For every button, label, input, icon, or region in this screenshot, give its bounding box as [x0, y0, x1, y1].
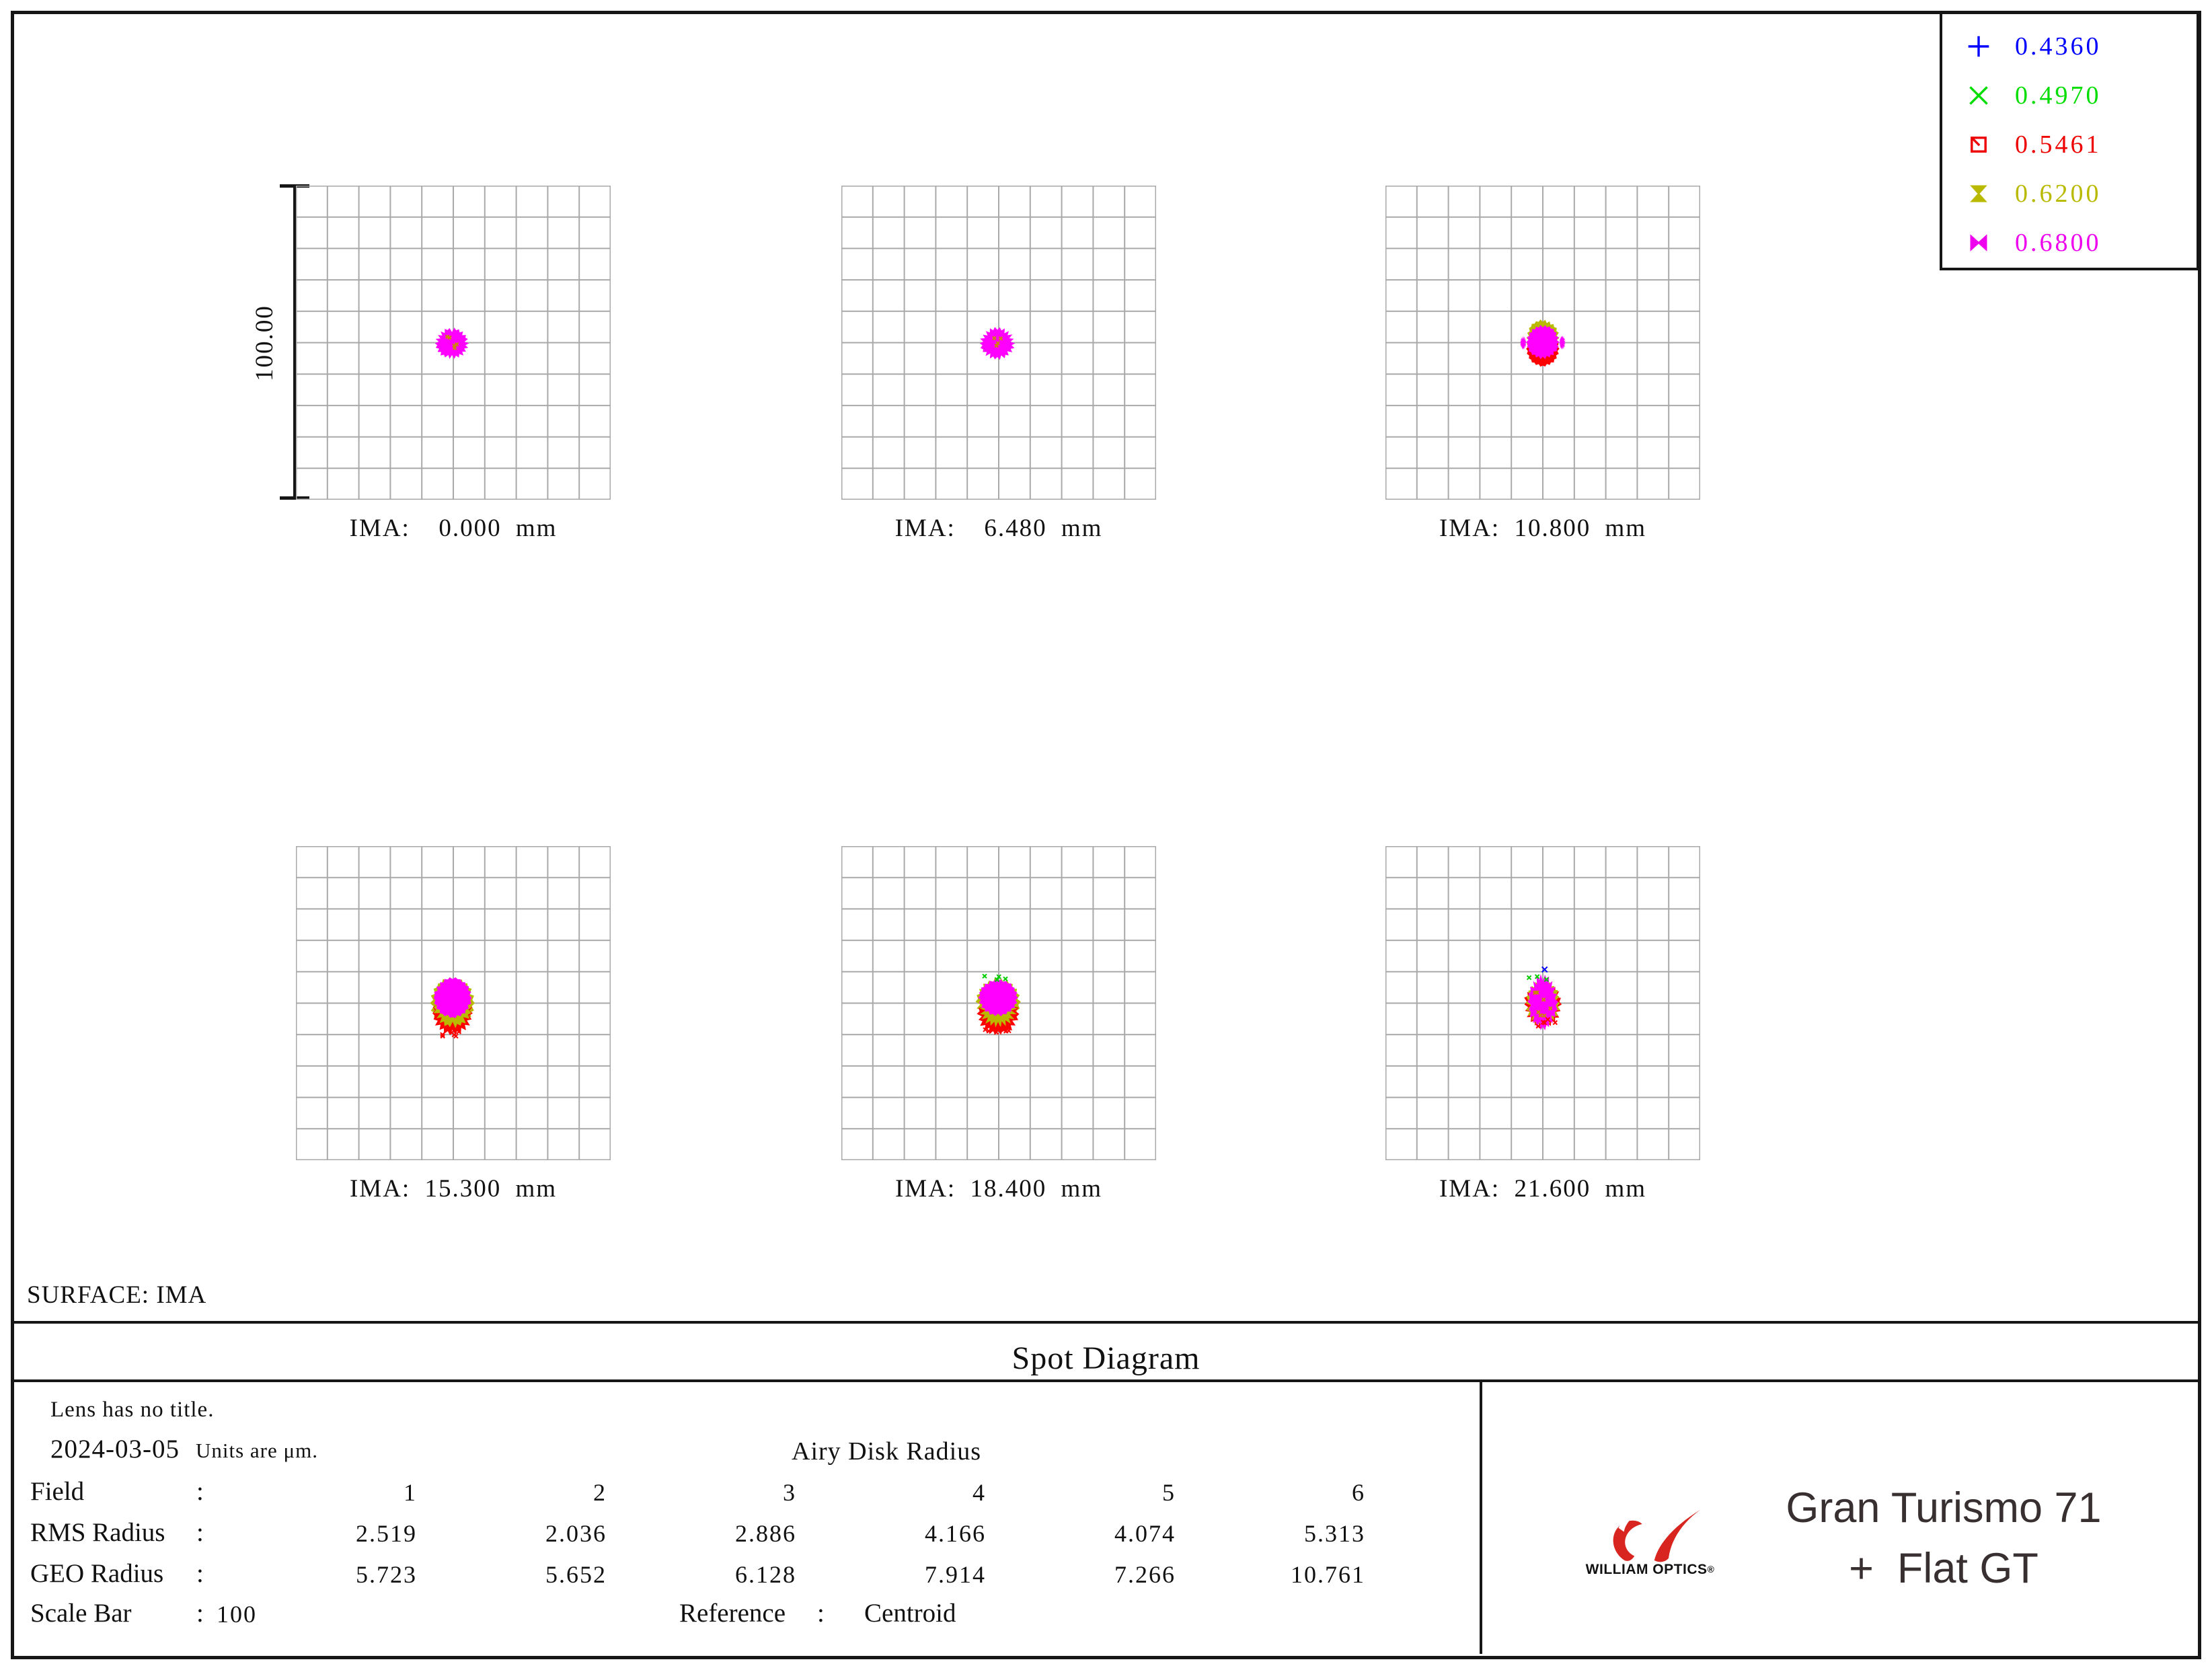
william-optics-logo-text: WILLIAM OPTICS® [1578, 1562, 1722, 1578]
colon: : [196, 1518, 204, 1547]
colon: : [817, 1599, 825, 1628]
lens-title: Lens has no title. [50, 1398, 215, 1422]
geo-value: 7.914 [925, 1561, 986, 1588]
reference-label: Reference [679, 1599, 786, 1628]
geo-value: 5.723 [356, 1561, 417, 1588]
reference-value: Centroid [864, 1599, 956, 1628]
date: 2024-03-05 [50, 1435, 180, 1464]
scale-bar-value-label: 100.00 [251, 305, 278, 381]
legend-row: 0.4970 [1942, 71, 2197, 120]
geo-row-label: GEO Radius [30, 1559, 164, 1588]
scale-bar [293, 186, 296, 500]
ima-label: IMA: 6.480 mm [894, 515, 1103, 542]
geo-value: 6.128 [735, 1561, 796, 1588]
scale-bar-row-label: Scale Bar [30, 1599, 132, 1628]
legend-row: 0.6200 [1942, 169, 2197, 218]
field-value: 4 [972, 1479, 986, 1506]
rms-value: 4.166 [925, 1520, 986, 1547]
field-row-label: Field [30, 1477, 85, 1506]
spot-panel-field-5 [840, 845, 1157, 1163]
spot-grid [295, 845, 612, 1163]
logo-name: WILLIAM OPTICS [1585, 1562, 1708, 1577]
cross-marker-icon [1967, 83, 1991, 108]
rms-value: 5.313 [1304, 1520, 1365, 1547]
spot-panel-field-4 [295, 845, 612, 1163]
page-border [11, 11, 2201, 1659]
geo-value: 5.652 [545, 1561, 607, 1588]
geo-value: 7.266 [1114, 1561, 1176, 1588]
legend-wavelength: 0.5461 [2015, 130, 2102, 159]
rms-row-label: RMS Radius [30, 1518, 165, 1547]
product-name-line1: Gran Turismo 71 [1786, 1484, 2102, 1531]
field-value: 3 [783, 1479, 796, 1506]
ima-label: IMA: 15.300 mm [349, 1175, 558, 1203]
surface-label: SURFACE: IMA [27, 1281, 207, 1309]
square-tick-marker-icon [1967, 132, 1991, 157]
field-value: 2 [593, 1479, 607, 1506]
spot-grid [1384, 845, 1702, 1163]
divider-line [14, 1379, 2198, 1382]
page-title: Spot Diagram [1012, 1340, 1200, 1376]
rms-value: 2.886 [735, 1520, 796, 1547]
colon: : [196, 1599, 204, 1628]
bowtie-marker-icon [1967, 231, 1991, 255]
ima-label: IMA: 21.600 mm [1439, 1175, 1647, 1203]
legend-row: 0.4360 [1942, 22, 2197, 71]
spot-grid [840, 845, 1157, 1163]
colon: : [196, 1477, 204, 1506]
date-row: 2024-03-05 Units are μm. [50, 1434, 318, 1464]
legend-row: 0.5461 [1942, 120, 2197, 169]
field-value: 6 [1352, 1479, 1365, 1506]
geo-value: 10.761 [1291, 1561, 1365, 1588]
ima-label: IMA: 0.000 mm [349, 515, 558, 542]
field-value: 1 [404, 1479, 417, 1506]
legend-wavelength: 0.6200 [2015, 179, 2102, 208]
spot-grid [840, 184, 1157, 502]
colon: : [196, 1559, 204, 1588]
legend-wavelength: 0.4360 [2015, 32, 2102, 61]
scale-bar-row-value: 100 [217, 1601, 257, 1628]
wavelength-legend: 0.4360 0.4970 0.5461 0.6200 0.6800 [1940, 11, 2199, 270]
william-optics-swan-icon [1593, 1508, 1708, 1564]
rms-value: 2.036 [545, 1520, 607, 1547]
spot-panel-field-3 [1384, 184, 1702, 502]
hourglass-marker-icon [1967, 182, 1991, 206]
spot-panel-field-1 [295, 184, 612, 502]
spot-grid [1384, 184, 1702, 502]
field-value: 5 [1162, 1479, 1176, 1506]
product-name-line2: + Flat GT [1849, 1545, 2038, 1592]
airy-disk-radius-header: Airy Disk Radius [792, 1437, 981, 1466]
scale-bar-bottom-cap [280, 496, 309, 500]
ima-label: IMA: 18.400 mm [894, 1175, 1103, 1203]
legend-wavelength: 0.4970 [2015, 81, 2102, 110]
rms-value: 2.519 [356, 1520, 417, 1547]
units-note: Units are μm. [195, 1439, 318, 1462]
spot-panel-field-2 [840, 184, 1157, 502]
divider-line [14, 1321, 2198, 1324]
plus-marker-icon [1967, 34, 1991, 59]
spot-panel-field-6 [1384, 845, 1702, 1163]
rms-value: 4.074 [1114, 1520, 1176, 1547]
registered-mark: ® [1707, 1564, 1715, 1575]
legend-wavelength: 0.6800 [2015, 228, 2102, 257]
divider-line [1480, 1382, 1482, 1654]
spot-grid [295, 184, 612, 502]
ima-label: IMA: 10.800 mm [1439, 515, 1647, 542]
legend-row: 0.6800 [1942, 218, 2197, 267]
